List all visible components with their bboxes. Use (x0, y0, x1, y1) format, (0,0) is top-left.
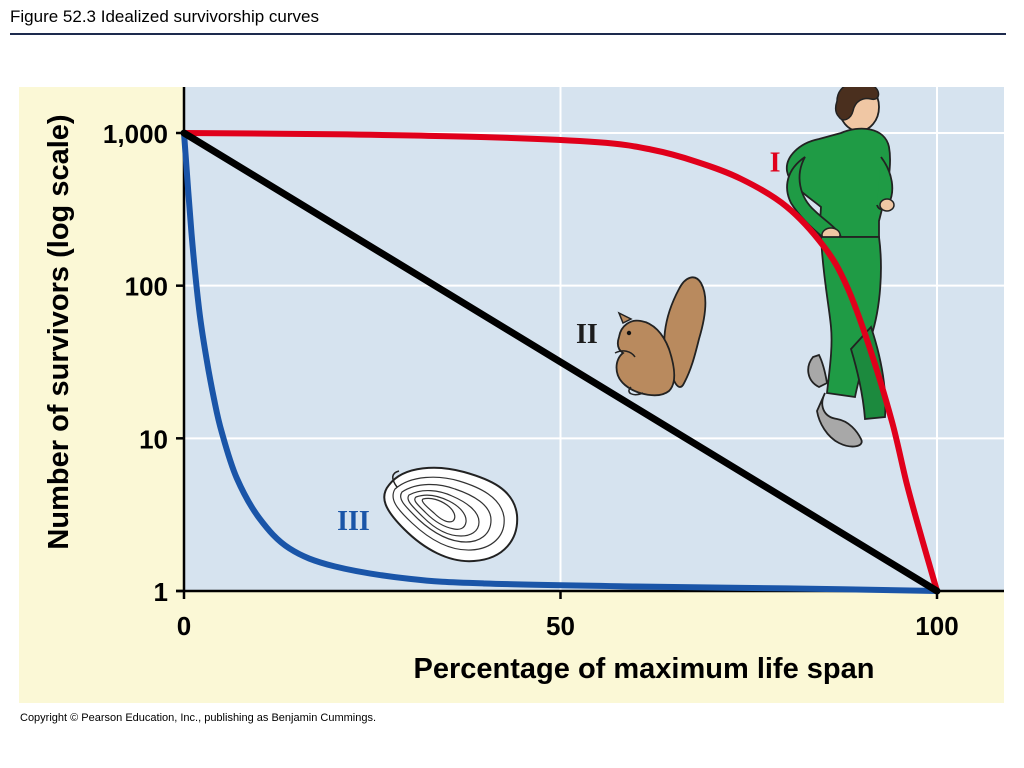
survivorship-chart: 1 10 100 1,000 0 50 100 Percentage of maximum l… (43, 87, 1004, 685)
chart-panel: 1 10 100 1,000 0 50 100 Percentage of maximum l… (19, 87, 1004, 703)
y-tick-label-1: 10 (139, 424, 168, 454)
curve-type-iii (181, 130, 940, 594)
curve-type-i (181, 130, 940, 594)
curve-label-iii: III (337, 506, 370, 537)
y-tick-label-2: 100 (125, 272, 168, 302)
x-tick-label-0: 0 (177, 611, 191, 641)
copyright-notice: Copyright © Pearson Education, Inc., pub… (20, 712, 377, 724)
person-jogging-illustration (786, 87, 895, 448)
figure-title: Figure 52.3 Idealized survivorship curve… (10, 7, 319, 26)
y-axis-label: Number of survivors (log scale) (43, 114, 75, 549)
squirrel-illustration (614, 276, 707, 397)
x-tick-label-2: 100 (915, 611, 958, 641)
curve-type-ii (180, 129, 941, 595)
y-tick-label-3: 1,000 (103, 119, 168, 149)
survivorship-curves (180, 129, 941, 595)
oyster-illustration (383, 466, 519, 563)
y-tick-label-0: 1 (154, 577, 168, 607)
curve-label-ii: II (576, 319, 598, 350)
chart-text: 1 10 100 1,000 0 50 100 Percentage of maximum l… (43, 114, 959, 685)
curve-label-i: I (770, 147, 781, 178)
title-divider (10, 33, 1006, 35)
x-tick-label-1: 50 (546, 611, 575, 641)
x-axis-label: Percentage of maximum life span (414, 653, 875, 685)
